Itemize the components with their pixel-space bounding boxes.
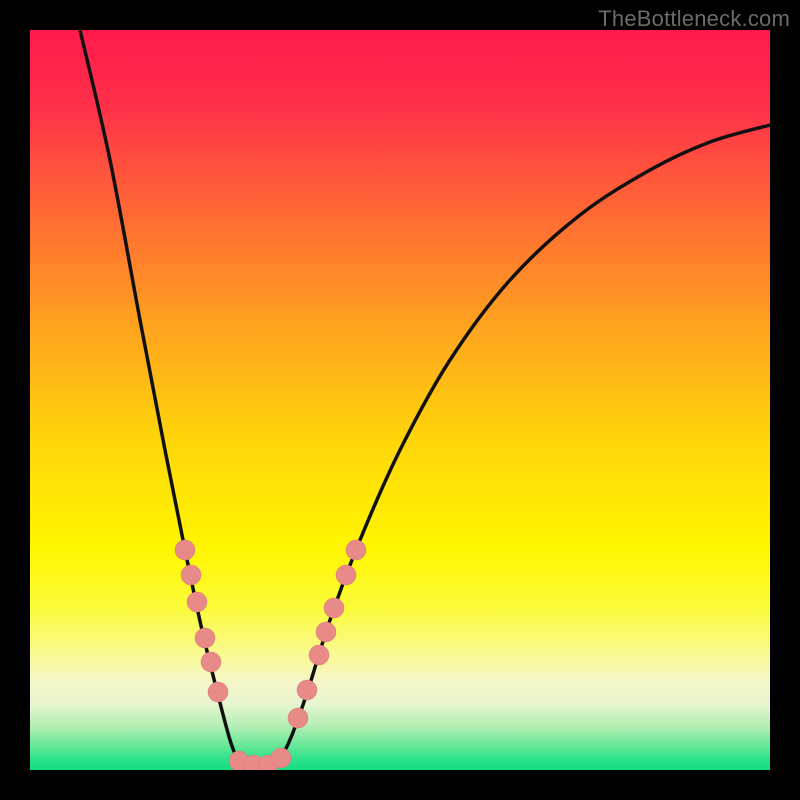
- curve-marker: [195, 628, 215, 648]
- curve-marker: [324, 598, 344, 618]
- plot-area: [30, 30, 770, 770]
- curve-marker: [316, 622, 336, 642]
- curve-marker: [271, 748, 291, 768]
- curve-marker: [181, 565, 201, 585]
- curve-marker: [187, 592, 207, 612]
- watermark-label: TheBottleneck.com: [598, 6, 790, 32]
- curve-marker: [346, 540, 366, 560]
- curve-marker: [208, 682, 228, 702]
- bottleneck-curve: [30, 30, 770, 770]
- curve-marker: [175, 540, 195, 560]
- curve-marker: [309, 645, 329, 665]
- curve-marker: [288, 708, 308, 728]
- curve-marker: [201, 652, 221, 672]
- curve-marker: [336, 565, 356, 585]
- chart-container: TheBottleneck.com: [0, 0, 800, 800]
- curve-marker: [297, 680, 317, 700]
